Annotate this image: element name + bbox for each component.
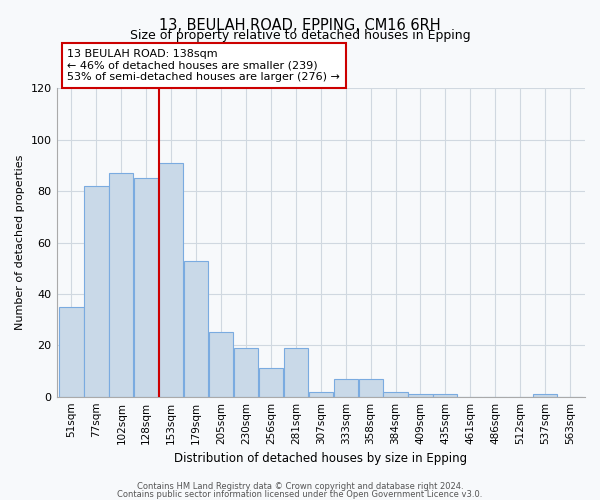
Bar xyxy=(209,332,233,396)
Bar xyxy=(184,260,208,396)
Bar xyxy=(359,378,383,396)
Bar xyxy=(59,307,83,396)
Bar xyxy=(134,178,158,396)
X-axis label: Distribution of detached houses by size in Epping: Distribution of detached houses by size … xyxy=(174,452,467,465)
Text: Contains HM Land Registry data © Crown copyright and database right 2024.: Contains HM Land Registry data © Crown c… xyxy=(137,482,463,491)
Bar xyxy=(433,394,457,396)
Bar xyxy=(85,186,109,396)
Bar xyxy=(409,394,433,396)
Bar xyxy=(109,173,133,396)
Bar xyxy=(259,368,283,396)
Bar xyxy=(234,348,258,397)
Text: Size of property relative to detached houses in Epping: Size of property relative to detached ho… xyxy=(130,29,470,42)
Text: Contains public sector information licensed under the Open Government Licence v3: Contains public sector information licen… xyxy=(118,490,482,499)
Bar xyxy=(159,163,183,396)
Bar xyxy=(334,378,358,396)
Bar xyxy=(284,348,308,397)
Y-axis label: Number of detached properties: Number of detached properties xyxy=(15,155,25,330)
Text: 13, BEULAH ROAD, EPPING, CM16 6RH: 13, BEULAH ROAD, EPPING, CM16 6RH xyxy=(159,18,441,32)
Bar xyxy=(383,392,407,396)
Bar xyxy=(533,394,557,396)
Bar xyxy=(308,392,333,396)
Text: 13 BEULAH ROAD: 138sqm
← 46% of detached houses are smaller (239)
53% of semi-de: 13 BEULAH ROAD: 138sqm ← 46% of detached… xyxy=(67,49,340,82)
